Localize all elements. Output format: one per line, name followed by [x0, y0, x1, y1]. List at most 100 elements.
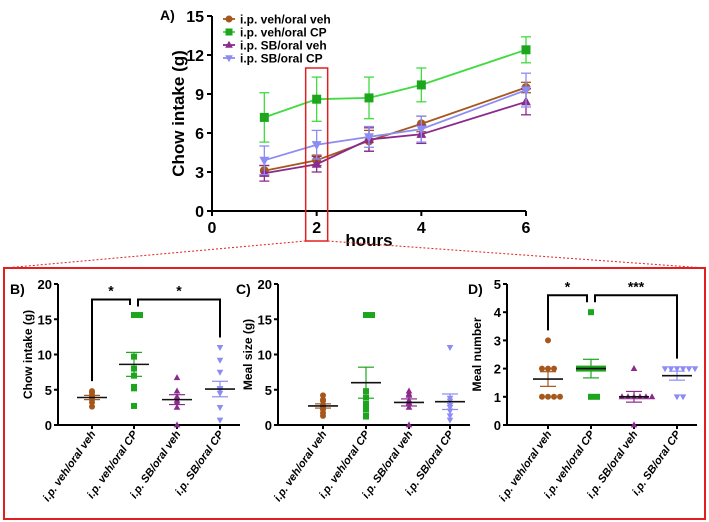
legend-marker	[225, 55, 233, 63]
x-tick-label: 0	[208, 220, 217, 237]
data-point	[363, 400, 369, 407]
data-point	[311, 141, 322, 151]
legend-label: i.p. SB/oral veh	[240, 39, 327, 53]
y-tick-label: 9	[195, 87, 204, 104]
significance-label: *	[565, 278, 571, 294]
data-point	[521, 86, 531, 96]
x-tick-label: 6	[522, 220, 531, 237]
y-tick-label: 4	[494, 305, 502, 320]
data-point	[545, 393, 551, 400]
data-point	[89, 388, 95, 395]
y-tick-label: 3	[195, 165, 204, 182]
data-point	[545, 365, 551, 372]
data-point	[446, 417, 454, 424]
data-point	[539, 393, 545, 400]
data-point	[648, 393, 656, 400]
data-point	[416, 80, 426, 90]
y-tick-label: 6	[195, 126, 204, 143]
y-tick-label: 3	[494, 333, 501, 348]
data-point	[545, 337, 551, 344]
y-axis-label: Chow intake (g)	[169, 50, 188, 177]
data-point	[588, 309, 594, 316]
y-tick-label: 0	[45, 418, 52, 433]
data-point	[369, 312, 375, 319]
zoom-line	[327, 240, 706, 269]
data-point	[312, 94, 322, 104]
y-tick-label: 20	[258, 277, 272, 292]
group-2	[394, 387, 424, 428]
x-axis-label: hours	[345, 231, 392, 250]
data-point	[630, 365, 638, 371]
data-point	[551, 365, 557, 372]
significance-bracket	[91, 298, 131, 382]
data-point	[311, 158, 322, 168]
data-point	[216, 369, 224, 376]
y-tick-label: 2	[494, 362, 501, 377]
data-point	[685, 366, 693, 373]
group-2	[162, 374, 192, 428]
data-point	[679, 394, 687, 401]
y-tick-label: 0	[265, 418, 272, 433]
series-line	[264, 86, 527, 172]
panel-label: B)	[10, 281, 25, 297]
data-point	[667, 366, 675, 373]
group-3	[661, 366, 699, 401]
group-0	[308, 392, 338, 419]
significance-bracket	[137, 298, 221, 338]
data-point	[173, 387, 181, 394]
x-tick-label: 2	[312, 220, 321, 237]
data-point	[173, 374, 181, 381]
data-point	[216, 417, 224, 424]
group-3	[435, 345, 465, 424]
data-point	[673, 366, 681, 373]
data-point	[363, 406, 369, 413]
group-0	[77, 388, 107, 410]
data-point	[89, 403, 95, 410]
legend-marker	[225, 40, 233, 48]
data-point	[594, 393, 600, 400]
y-tick-label: 15	[38, 312, 52, 327]
y-axis-label: Meal number	[470, 317, 484, 391]
legend-label: i.p. veh/oral CP	[240, 26, 327, 40]
data-point	[131, 383, 137, 390]
data-point	[363, 312, 369, 319]
significance-bracket	[594, 294, 678, 359]
panel-label: A)	[160, 7, 175, 23]
group-2	[618, 365, 656, 428]
data-point	[539, 365, 545, 372]
data-point	[521, 45, 531, 55]
y-tick-label: 12	[186, 48, 204, 65]
group-0	[533, 337, 563, 400]
data-point	[259, 156, 270, 166]
highlight-box	[304, 67, 329, 242]
data-point	[416, 125, 427, 135]
y-tick-label: 0	[195, 204, 204, 221]
group-1	[351, 312, 381, 420]
data-point	[173, 421, 181, 428]
data-point	[216, 345, 224, 352]
data-point	[588, 393, 594, 400]
data-point	[661, 366, 669, 373]
group-3	[205, 345, 235, 424]
data-point	[691, 366, 699, 373]
series-1: i.p. veh/oral CP	[223, 26, 531, 143]
y-tick-label: 0	[494, 418, 501, 433]
data-point	[320, 396, 326, 403]
data-point	[259, 112, 269, 122]
data-point	[363, 412, 369, 419]
legend-label: i.p. veh/oral veh	[240, 13, 331, 27]
data-point	[131, 312, 137, 319]
legend-label: i.p. SB/oral CP	[240, 52, 323, 66]
data-point	[405, 387, 413, 394]
y-tick-label: 1	[494, 390, 501, 405]
data-point	[364, 133, 374, 143]
y-tick-label: 5	[265, 383, 272, 398]
data-point	[216, 404, 224, 411]
significance-label: *	[176, 283, 182, 299]
panel-a: A) 0 3 6 9 12 15 0 2 4 6 Chow intake (g) hours i.p. v…	[4, 7, 706, 269]
group-1	[119, 312, 149, 409]
zoom-line	[4, 240, 306, 269]
data-point	[216, 357, 224, 364]
